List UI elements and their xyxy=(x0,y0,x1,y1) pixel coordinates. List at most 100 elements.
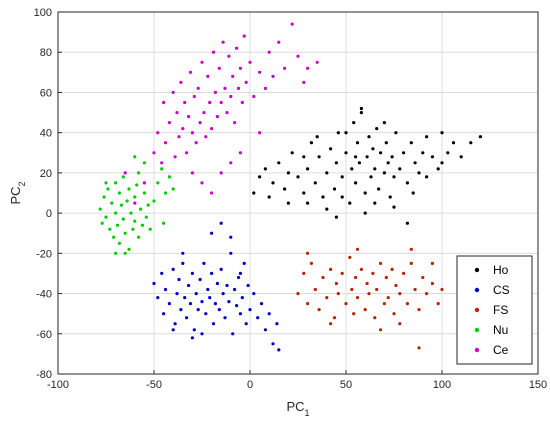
legend-marker-fs xyxy=(474,307,480,313)
point-ho xyxy=(386,161,390,165)
point-ho xyxy=(344,131,348,135)
legend-marker-cs xyxy=(474,287,480,293)
point-cs xyxy=(204,312,208,316)
point-fs xyxy=(367,292,371,296)
point-ho xyxy=(321,195,325,199)
point-ce xyxy=(219,100,223,105)
point-nu xyxy=(146,203,150,207)
point-cs xyxy=(259,302,264,306)
point-nu xyxy=(131,227,135,231)
point-ho xyxy=(317,155,321,159)
point-nu xyxy=(127,247,131,251)
point-ho xyxy=(367,135,371,139)
point-cs xyxy=(229,235,233,239)
point-fs xyxy=(355,296,360,300)
series-ce xyxy=(123,22,319,205)
point-fs xyxy=(379,261,383,265)
y-axis-label: PC2 xyxy=(8,181,27,204)
point-ho xyxy=(392,205,396,209)
point-nu xyxy=(144,215,148,219)
point-ho xyxy=(340,195,344,199)
point-cs xyxy=(277,348,281,352)
plot-border xyxy=(57,11,539,375)
point-cs xyxy=(271,342,275,346)
point-ho xyxy=(375,127,379,131)
point-ho xyxy=(382,121,386,125)
point-fs xyxy=(409,247,413,251)
point-cs xyxy=(171,267,175,271)
point-fs xyxy=(405,302,409,306)
point-ho xyxy=(440,131,444,135)
point-cs xyxy=(177,277,181,282)
point-cs xyxy=(167,302,171,306)
point-nu xyxy=(133,195,137,199)
point-cs xyxy=(213,302,217,306)
point-fs xyxy=(354,275,358,280)
point-ho xyxy=(332,187,337,191)
point-ho xyxy=(379,151,383,155)
y-tick-label: -40 xyxy=(36,289,52,301)
point-nu xyxy=(142,161,146,165)
point-ce xyxy=(235,46,239,50)
point-ce xyxy=(196,86,200,90)
point-ho xyxy=(348,201,352,205)
point-nu xyxy=(121,175,125,179)
point-ho xyxy=(382,171,386,175)
point-ho xyxy=(405,221,409,225)
point-ho xyxy=(302,155,306,159)
point-nu xyxy=(142,191,146,195)
point-cs xyxy=(183,296,187,300)
point-ho xyxy=(350,167,354,171)
point-cs xyxy=(223,316,227,320)
point-ho xyxy=(390,155,394,159)
point-ho xyxy=(325,207,329,211)
point-fs xyxy=(373,316,377,320)
series-ho xyxy=(252,106,482,225)
point-nu xyxy=(115,223,120,227)
point-cs xyxy=(175,292,179,296)
point-ho xyxy=(363,191,367,195)
point-nu xyxy=(140,223,145,227)
point-fs xyxy=(392,312,396,316)
point-cs xyxy=(188,302,193,306)
point-ho xyxy=(329,147,333,151)
point-fs xyxy=(355,247,360,251)
legend-marker-ho xyxy=(474,267,480,273)
point-ho xyxy=(302,191,306,195)
point-nu xyxy=(110,201,114,205)
point-cs xyxy=(263,328,267,332)
point-ce xyxy=(296,54,300,58)
point-cs xyxy=(225,283,229,288)
point-fs xyxy=(325,296,329,300)
point-cs xyxy=(187,283,191,288)
point-ho xyxy=(334,215,338,219)
point-fs xyxy=(334,281,338,286)
data-points xyxy=(98,22,482,352)
point-ho xyxy=(357,161,361,165)
point-ho xyxy=(392,175,396,179)
point-fs xyxy=(398,322,402,326)
point-cs xyxy=(210,231,214,235)
point-ho xyxy=(258,175,262,179)
point-ce xyxy=(315,60,319,64)
point-nu xyxy=(102,195,106,199)
y-tick-label: 0 xyxy=(46,208,52,220)
point-ho xyxy=(377,187,381,191)
point-ce xyxy=(227,54,231,58)
point-fs xyxy=(306,302,310,306)
legend-label-fs: FS xyxy=(493,303,508,317)
point-cs xyxy=(198,277,202,282)
point-cs xyxy=(200,300,204,304)
point-ce xyxy=(202,111,206,115)
point-ce xyxy=(190,171,194,175)
point-ce xyxy=(242,34,246,38)
point-cs xyxy=(246,283,250,288)
point-ce xyxy=(181,127,185,131)
point-ho xyxy=(267,195,271,199)
point-ce xyxy=(238,151,242,155)
point-nu xyxy=(121,217,125,221)
point-ce xyxy=(210,191,214,195)
point-nu xyxy=(137,171,141,175)
point-ho xyxy=(478,135,482,139)
point-cs xyxy=(238,312,242,316)
